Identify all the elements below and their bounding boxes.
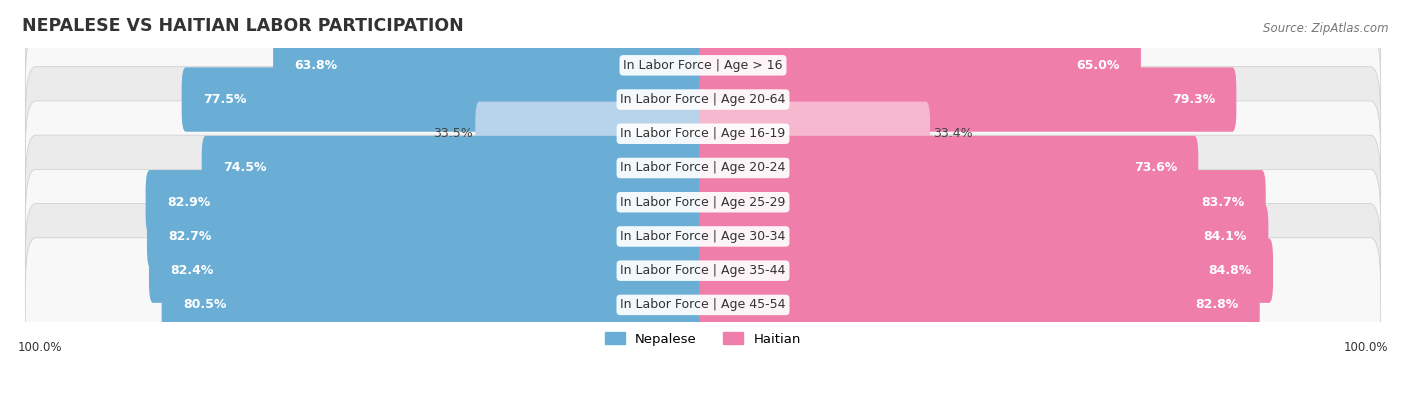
FancyBboxPatch shape xyxy=(25,67,1381,201)
FancyBboxPatch shape xyxy=(162,273,707,337)
Text: 33.5%: 33.5% xyxy=(433,127,472,140)
FancyBboxPatch shape xyxy=(699,136,1198,200)
Text: 80.5%: 80.5% xyxy=(183,298,226,311)
Text: In Labor Force | Age 35-44: In Labor Force | Age 35-44 xyxy=(620,264,786,277)
Text: 82.7%: 82.7% xyxy=(169,230,212,243)
FancyBboxPatch shape xyxy=(699,239,1272,303)
Text: In Labor Force | Age > 16: In Labor Force | Age > 16 xyxy=(623,59,783,72)
FancyBboxPatch shape xyxy=(475,102,707,166)
Text: 100.0%: 100.0% xyxy=(1344,341,1388,354)
FancyBboxPatch shape xyxy=(148,204,707,269)
Text: In Labor Force | Age 45-54: In Labor Force | Age 45-54 xyxy=(620,298,786,311)
Text: 84.8%: 84.8% xyxy=(1209,264,1251,277)
FancyBboxPatch shape xyxy=(25,169,1381,303)
Text: Source: ZipAtlas.com: Source: ZipAtlas.com xyxy=(1263,21,1388,34)
Text: 84.1%: 84.1% xyxy=(1204,230,1247,243)
Text: In Labor Force | Age 16-19: In Labor Force | Age 16-19 xyxy=(620,127,786,140)
FancyBboxPatch shape xyxy=(181,68,707,132)
Text: 74.5%: 74.5% xyxy=(224,162,267,175)
FancyBboxPatch shape xyxy=(201,136,707,200)
FancyBboxPatch shape xyxy=(25,135,1381,269)
Text: 79.3%: 79.3% xyxy=(1171,93,1215,106)
FancyBboxPatch shape xyxy=(699,68,1236,132)
FancyBboxPatch shape xyxy=(25,203,1381,338)
Text: 73.6%: 73.6% xyxy=(1133,162,1177,175)
Legend: Nepalese, Haitian: Nepalese, Haitian xyxy=(599,327,807,351)
Text: 100.0%: 100.0% xyxy=(18,341,62,354)
Text: 82.9%: 82.9% xyxy=(167,196,211,209)
FancyBboxPatch shape xyxy=(699,102,929,166)
FancyBboxPatch shape xyxy=(273,33,707,98)
Text: 63.8%: 63.8% xyxy=(294,59,337,72)
Text: 65.0%: 65.0% xyxy=(1076,59,1119,72)
FancyBboxPatch shape xyxy=(25,238,1381,372)
FancyBboxPatch shape xyxy=(25,0,1381,132)
Text: In Labor Force | Age 20-64: In Labor Force | Age 20-64 xyxy=(620,93,786,106)
FancyBboxPatch shape xyxy=(699,170,1265,234)
FancyBboxPatch shape xyxy=(25,101,1381,235)
Text: In Labor Force | Age 25-29: In Labor Force | Age 25-29 xyxy=(620,196,786,209)
Text: NEPALESE VS HAITIAN LABOR PARTICIPATION: NEPALESE VS HAITIAN LABOR PARTICIPATION xyxy=(22,17,464,34)
FancyBboxPatch shape xyxy=(146,170,707,234)
Text: 82.4%: 82.4% xyxy=(170,264,214,277)
FancyBboxPatch shape xyxy=(25,32,1381,167)
Text: 33.4%: 33.4% xyxy=(932,127,973,140)
Text: 83.7%: 83.7% xyxy=(1201,196,1244,209)
FancyBboxPatch shape xyxy=(149,239,707,303)
Text: In Labor Force | Age 20-24: In Labor Force | Age 20-24 xyxy=(620,162,786,175)
FancyBboxPatch shape xyxy=(699,273,1260,337)
Text: In Labor Force | Age 30-34: In Labor Force | Age 30-34 xyxy=(620,230,786,243)
Text: 82.8%: 82.8% xyxy=(1195,298,1239,311)
FancyBboxPatch shape xyxy=(699,204,1268,269)
Text: 77.5%: 77.5% xyxy=(202,93,246,106)
FancyBboxPatch shape xyxy=(699,33,1140,98)
